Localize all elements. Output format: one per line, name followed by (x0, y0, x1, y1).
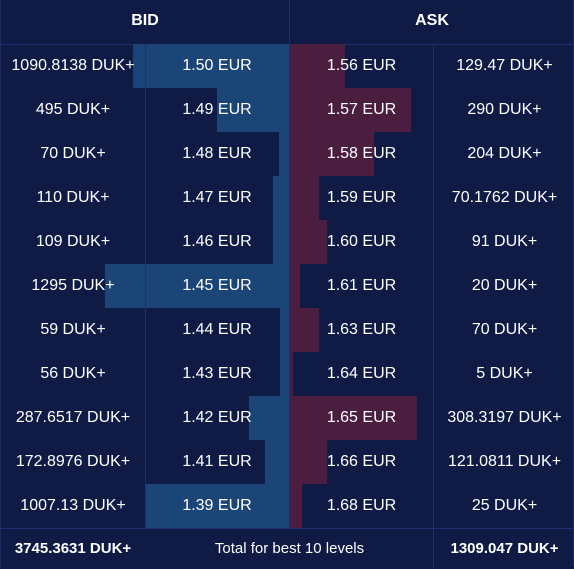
bid-price: 1.43 EUR (182, 365, 252, 382)
order-book-row[interactable]: 109 DUK+ 1.46 EUR 1.60 EUR 91 DUK+ (1, 220, 574, 264)
ask-header: ASK (415, 12, 449, 29)
bid-price: 1.45 EUR (182, 277, 252, 294)
totals-label: Total for best 10 levels (214, 540, 365, 557)
ask-price: 1.63 EUR (326, 321, 397, 338)
bid-depth-bar (273, 176, 289, 220)
ask-quantity: 25 DUK+ (471, 497, 538, 514)
order-book-row[interactable]: 1007.13 DUK+ 1.39 EUR 1.68 EUR 25 DUK+ (1, 484, 574, 528)
ask-quantity: 5 DUK+ (476, 365, 533, 382)
bid-depth-bar (273, 220, 289, 264)
bid-depth-bar (249, 396, 289, 440)
ask-depth-bar (290, 308, 319, 352)
ask-quantity: 290 DUK+ (467, 101, 542, 118)
ask-price: 1.65 EUR (326, 409, 397, 426)
ask-quantity: 70.1762 DUK+ (451, 189, 558, 206)
order-book-row[interactable]: 110 DUK+ 1.47 EUR 1.59 EUR 70.1762 DUK+ (1, 176, 574, 220)
bid-price: 1.44 EUR (182, 321, 252, 338)
ask-quantity: 129.47 DUK+ (456, 57, 553, 74)
ask-price: 1.58 EUR (326, 145, 397, 162)
totals-footer: 3745.3631 DUK+ Total for best 10 levels … (1, 528, 574, 568)
bid-price: 1.41 EUR (182, 453, 252, 470)
ask-depth-bar (290, 352, 293, 396)
order-book-row[interactable]: 1090.8138 DUK+ 1.50 EUR 1.56 EUR 129.47 DUK… (1, 44, 574, 88)
bid-column-divider (145, 44, 146, 528)
bid-quantity: 56 DUK+ (40, 365, 106, 382)
ask-quantity: 308.3197 DUK+ (447, 409, 562, 426)
ask-price: 1.64 EUR (326, 365, 397, 382)
bid-quantity: 172.8976 DUK+ (15, 453, 131, 470)
bid-quantity: 1007.13 DUK+ (20, 497, 126, 514)
order-book-row[interactable]: 59 DUK+ 1.44 EUR 1.63 EUR 70 DUK+ (1, 308, 574, 352)
bid-quantity: 495 DUK+ (35, 101, 111, 118)
bid-depth-bar (280, 352, 289, 396)
ask-depth-bar (290, 264, 300, 308)
ask-quantity: 121.0811 DUK+ (447, 453, 562, 470)
ask-depth-bar (290, 484, 302, 528)
bid-depth-bar (279, 132, 289, 176)
ask-depth-bar (290, 220, 327, 264)
order-book-row[interactable]: 287.6517 DUK+ 1.42 EUR 1.65 EUR 308.3197 DU… (1, 396, 574, 440)
center-divider (289, 0, 290, 528)
ask-quantity: 204 DUK+ (467, 145, 542, 162)
bid-price: 1.46 EUR (182, 233, 252, 250)
order-book-row[interactable]: 1295 DUK+ 1.45 EUR 1.61 EUR 20 DUK+ (1, 264, 574, 308)
ask-depth-bar (290, 88, 411, 132)
bid-quantity: 109 DUK+ (35, 233, 111, 250)
ask-quantity: 91 DUK+ (471, 233, 538, 250)
ask-quantity: 70 DUK+ (471, 321, 538, 338)
order-book-header: BID ASK (1, 0, 574, 45)
ask-depth-bar (290, 440, 327, 484)
bid-depth-bar (133, 44, 289, 88)
ask-price: 1.57 EUR (326, 101, 397, 118)
ask-depth-bar (290, 132, 374, 176)
bid-depth-bar (105, 264, 289, 308)
ask-quantity: 20 DUK+ (471, 277, 538, 294)
ask-price: 1.60 EUR (326, 233, 397, 250)
ask-price: 1.66 EUR (326, 453, 397, 470)
ask-price: 1.61 EUR (326, 277, 397, 294)
ask-column-divider (433, 44, 434, 567)
ask-depth-bar (290, 44, 345, 88)
bid-price: 1.47 EUR (182, 189, 252, 206)
ask-depth-bar (290, 396, 417, 440)
ask-price: 1.68 EUR (326, 497, 397, 514)
bid-price: 1.39 EUR (182, 497, 252, 514)
ask-price: 1.59 EUR (326, 189, 397, 206)
order-book-row[interactable]: 56 DUK+ 1.43 EUR 1.64 EUR 5 DUK+ (1, 352, 574, 396)
bid-depth-bar (217, 88, 289, 132)
bid-price: 1.49 EUR (182, 101, 252, 118)
bid-quantity: 1090.8138 DUK+ (11, 57, 135, 74)
bid-header: BID (131, 12, 159, 29)
ask-depth-bar (290, 176, 319, 220)
bid-total: 3745.3631 DUK+ (14, 540, 132, 557)
bid-depth-bar (265, 440, 289, 484)
bid-depth-bar (280, 308, 289, 352)
bid-quantity: 59 DUK+ (40, 321, 106, 338)
bid-price: 1.42 EUR (182, 409, 252, 426)
bid-depth-bar (145, 484, 289, 528)
ask-total: 1309.047 DUK+ (450, 540, 559, 557)
bid-quantity: 70 DUK+ (40, 145, 106, 162)
order-book-row[interactable]: 70 DUK+ 1.48 EUR 1.58 EUR 204 DUK+ (1, 132, 574, 176)
bid-price: 1.48 EUR (182, 145, 252, 162)
bid-quantity: 110 DUK+ (36, 189, 110, 206)
bid-quantity: 1295 DUK+ (31, 277, 115, 294)
order-book-row[interactable]: 495 DUK+ 1.49 EUR 1.57 EUR 290 DUK+ (1, 88, 574, 132)
order-book-row[interactable]: 172.8976 DUK+ 1.41 EUR 1.66 EUR 121.0811 DU… (1, 440, 574, 484)
bid-quantity: 287.6517 DUK+ (15, 409, 131, 426)
bid-price: 1.50 EUR (182, 57, 252, 74)
ask-price: 1.56 EUR (326, 57, 397, 74)
